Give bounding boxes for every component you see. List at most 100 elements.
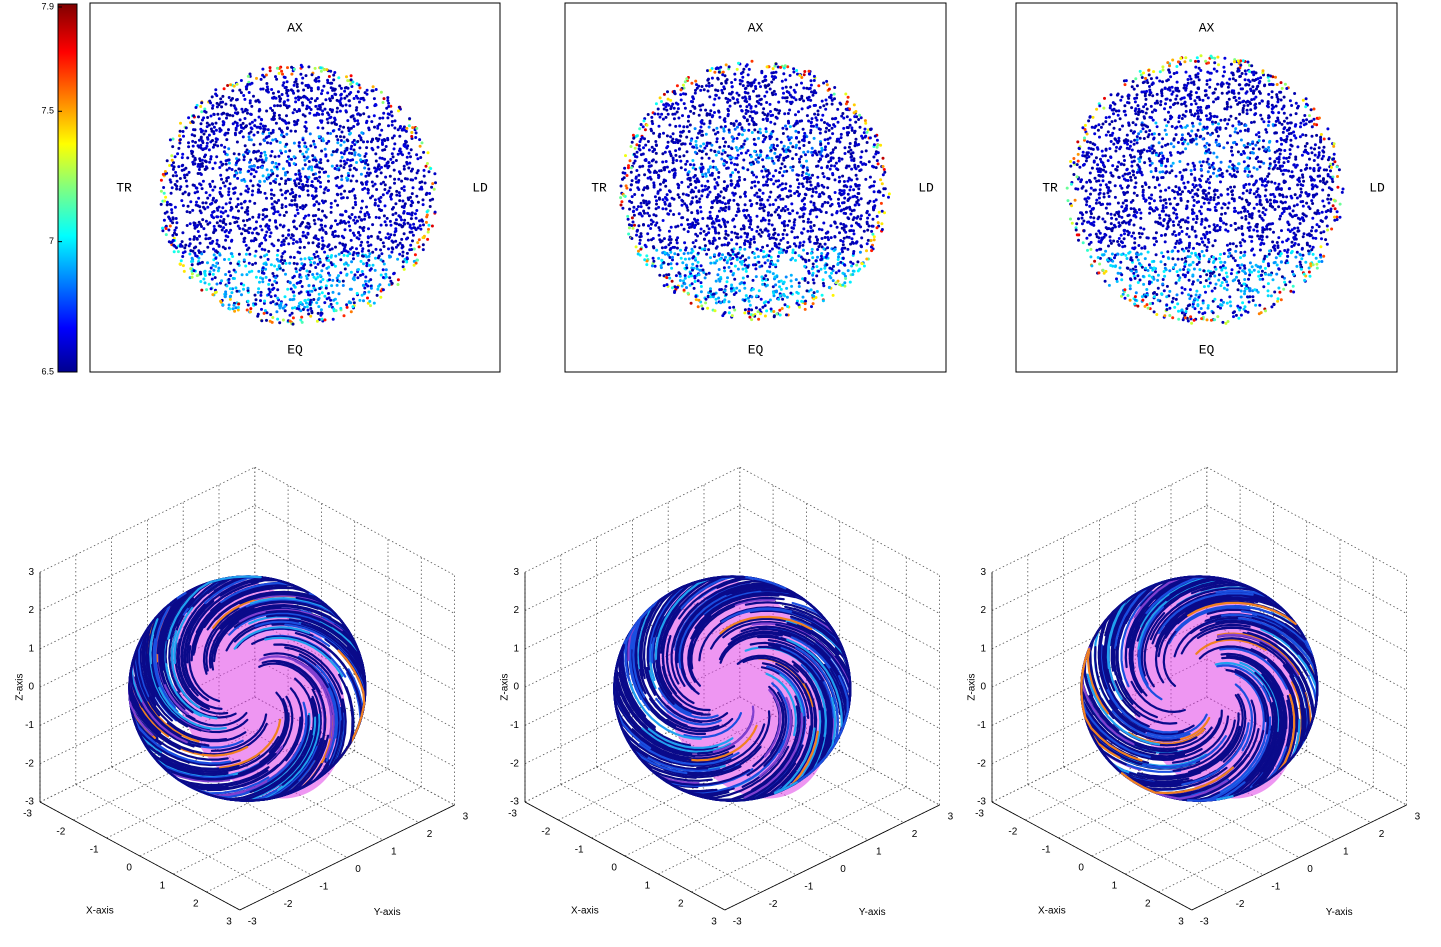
scatter-dot [838, 231, 841, 234]
scatter-dot [321, 291, 324, 294]
scatter-dot [345, 250, 348, 253]
scatter-dot [304, 257, 307, 260]
scatter-dot [271, 161, 274, 164]
scatter-dot [321, 113, 324, 116]
scatter-dot [403, 185, 406, 188]
scatter-dot [263, 208, 266, 211]
scatter-dot [740, 235, 743, 238]
scatter-dot [213, 225, 216, 228]
scatter-dot [426, 162, 429, 165]
scatter-dot [701, 150, 704, 153]
scatter-dot [700, 120, 703, 123]
scatter-dot [730, 262, 733, 265]
scatter-dot [786, 246, 789, 249]
scatter-dot [887, 196, 890, 199]
scatter-dot [281, 131, 284, 134]
scatter-dot [812, 297, 815, 300]
scatter-dot [759, 131, 762, 134]
scatter-dot [865, 149, 868, 152]
scatter-dot [271, 139, 274, 142]
scatter-dot [172, 138, 175, 141]
scatter-dot [215, 291, 218, 294]
scatter-dot [666, 193, 669, 196]
scatter-dot [841, 272, 844, 275]
scatter-dot [345, 303, 348, 306]
scatter-dot [652, 260, 655, 263]
scatter-dot [319, 314, 322, 317]
scatter-dot [687, 292, 690, 295]
scatter-dot [707, 168, 710, 171]
scatter-dot [809, 129, 812, 132]
scatter-dot [816, 176, 819, 179]
scatter-dot [352, 298, 355, 301]
scatter-dot [721, 244, 724, 247]
scatter-dot [728, 306, 731, 309]
scatter-dot [666, 166, 669, 169]
scatter-dot [322, 85, 325, 88]
scatter-dot [283, 100, 286, 103]
scatter-dot [740, 72, 743, 75]
scatter-dot [286, 99, 289, 102]
scatter-dot [265, 223, 268, 226]
scatter-dot [259, 294, 262, 297]
scatter-dot [407, 167, 410, 170]
scatter-dot [691, 221, 694, 224]
scatter-dot [642, 210, 645, 213]
scatter-dot [379, 248, 382, 251]
scatter-dot [270, 88, 273, 91]
scatter-dot [252, 151, 255, 154]
scatter-dot [755, 230, 758, 233]
scatter-dot [299, 240, 302, 243]
scatter-dot [779, 314, 782, 317]
scatter-dot [843, 180, 846, 183]
scatter-dot [317, 113, 320, 116]
scatter-dot [297, 212, 300, 215]
scatter-dot [298, 172, 301, 175]
scatter-dot [824, 271, 827, 274]
scatter-dot [288, 281, 291, 284]
scatter-dot [769, 146, 772, 149]
scatter-dot [794, 113, 797, 116]
scatter-dot [742, 159, 745, 162]
scatter-dot [271, 316, 274, 319]
scatter-dot [715, 301, 718, 304]
scatter-dot [850, 265, 853, 268]
scatter-dot [430, 186, 433, 189]
scatter-dot [853, 115, 856, 118]
scatter-dot [255, 250, 258, 253]
scatter-dot [795, 69, 798, 72]
scatter-dot [828, 267, 831, 270]
scatter-dot [768, 172, 771, 175]
scatter-dot [789, 194, 792, 197]
scatter-dot [873, 180, 876, 183]
scatter-dot [792, 67, 795, 70]
scatter-dot [658, 198, 661, 201]
scatter-dot [623, 167, 626, 170]
scatter-dot [708, 227, 711, 230]
scatter-dot [269, 291, 272, 294]
scatter-dot [325, 267, 328, 270]
scatter-dot [662, 181, 665, 184]
scatter-dot [735, 146, 738, 149]
scatter-dot [338, 253, 341, 256]
scatter-dot [734, 253, 737, 256]
scatter-dot [870, 185, 873, 188]
scatter-dot [681, 114, 684, 117]
scatter-dot [687, 223, 690, 226]
scatter-dot [782, 237, 785, 240]
scatter-dot [663, 237, 666, 240]
scatter-dot [697, 261, 700, 264]
scatter-dot [232, 122, 235, 125]
scatter-dot [801, 244, 804, 247]
scatter-dot [809, 180, 812, 183]
scatter-dot [696, 209, 699, 212]
scatter-dot [240, 232, 243, 235]
scatter-dot [360, 241, 363, 244]
scatter-dot [269, 66, 272, 69]
scatter-dot [265, 253, 268, 256]
scatter-dot [317, 305, 320, 308]
scatter-dot [292, 323, 295, 326]
scatter-dot [232, 277, 235, 280]
scatter-dot [648, 165, 651, 168]
scatter-dot [649, 227, 652, 230]
